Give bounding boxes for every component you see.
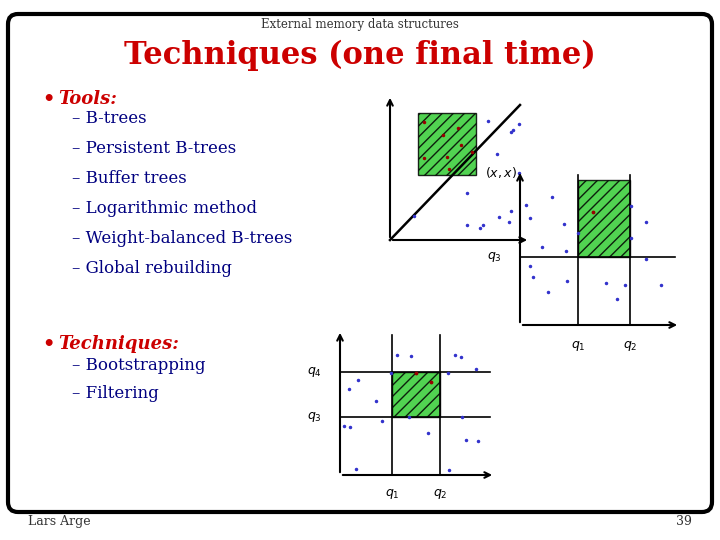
- Text: – Buffer trees: – Buffer trees: [72, 170, 186, 187]
- Text: Techniques (one final time): Techniques (one final time): [124, 40, 596, 71]
- Bar: [418, 113, 476, 175]
- Text: – Filtering: – Filtering: [72, 385, 158, 402]
- FancyBboxPatch shape: [8, 14, 712, 512]
- Text: $(x,x)$: $(x,x)$: [485, 165, 517, 179]
- Text: – Global rebuilding: – Global rebuilding: [72, 260, 232, 277]
- Text: – Bootstrapping: – Bootstrapping: [72, 357, 205, 374]
- Text: Tools:: Tools:: [58, 90, 117, 108]
- Text: $q_2$: $q_2$: [623, 339, 637, 353]
- Text: $q_2$: $q_2$: [433, 487, 447, 501]
- Text: – B-trees: – B-trees: [72, 110, 147, 127]
- Text: $q_3$: $q_3$: [487, 250, 502, 264]
- Text: – Logarithmic method: – Logarithmic method: [72, 200, 257, 217]
- Bar: [578, 180, 630, 257]
- Text: – Persistent B-trees: – Persistent B-trees: [72, 140, 236, 157]
- Text: $q_1$: $q_1$: [571, 339, 585, 353]
- Text: Techniques:: Techniques:: [58, 335, 179, 353]
- Text: – Weight-balanced B-trees: – Weight-balanced B-trees: [72, 230, 292, 247]
- Text: Lars Arge: Lars Arge: [28, 515, 91, 528]
- Bar: [392, 372, 440, 417]
- Text: $q_1$: $q_1$: [384, 487, 400, 501]
- Text: External memory data structures: External memory data structures: [261, 18, 459, 31]
- Text: •: •: [42, 335, 55, 353]
- Text: •: •: [42, 90, 55, 108]
- Text: $q_4$: $q_4$: [307, 365, 322, 379]
- Text: 39: 39: [676, 515, 692, 528]
- Text: $q_3$: $q_3$: [307, 410, 322, 424]
